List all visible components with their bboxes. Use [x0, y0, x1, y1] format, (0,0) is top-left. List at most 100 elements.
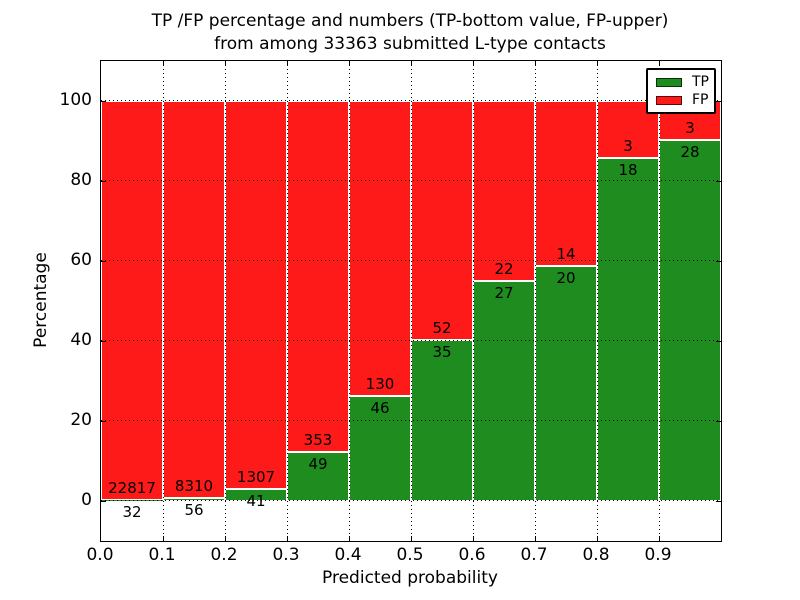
x-tickmark-top	[535, 61, 536, 66]
x-tickmark-bottom	[163, 536, 164, 541]
bar-segment-tp	[535, 265, 597, 501]
gridline-vertical	[287, 61, 288, 541]
y-tickmark-right	[716, 500, 721, 502]
x-tick-label: 0.7	[520, 545, 548, 565]
y-tickmark-right	[716, 100, 721, 102]
bar-value-fp: 1307	[236, 467, 276, 486]
bar-value-fp: 3	[623, 137, 633, 156]
gridline-horizontal	[101, 340, 721, 341]
gridline-horizontal	[101, 500, 721, 501]
gridline-vertical	[163, 61, 164, 541]
gridline-vertical	[473, 61, 474, 541]
gridline-horizontal	[101, 100, 721, 101]
x-tick-label: 0.3	[272, 545, 300, 565]
plot-area: 22817 32 8310 56 1307 41 353 49 130 46 52 35 22 27 14 2…	[100, 60, 722, 542]
x-tickmark-bottom	[411, 536, 412, 541]
x-tickmark-top	[597, 61, 598, 66]
x-tick-label: 0.0	[86, 545, 114, 565]
y-tick-label: 20	[70, 410, 92, 430]
x-tickmark-bottom	[225, 536, 226, 541]
bar-segment-tp	[597, 158, 659, 501]
legend-row-fp: FP	[648, 92, 714, 108]
legend-swatch-tp	[656, 78, 682, 87]
x-tickmark-top	[349, 61, 350, 66]
bar-value-tp: 35	[432, 343, 452, 362]
bar-value-fp: 14	[556, 244, 576, 263]
x-tickmark-top	[163, 61, 164, 66]
bar-value-tp: 27	[494, 283, 514, 302]
x-tickmark-top	[287, 61, 288, 66]
x-tick-label: 0.4	[334, 545, 362, 565]
y-tick-label: 80	[70, 170, 92, 190]
y-tick-label: 0	[81, 490, 92, 510]
bar-value-fp: 22	[494, 259, 514, 278]
gridline-vertical	[411, 61, 412, 541]
y-axis-label: Percentage	[31, 252, 51, 348]
gridline-vertical	[535, 61, 536, 541]
legend-label-tp: TP	[692, 74, 709, 90]
bar-segment-tp	[659, 139, 721, 501]
x-tickmark-top	[473, 61, 474, 66]
bar-segment-fp	[411, 101, 473, 341]
bar-value-fp: 52	[432, 319, 452, 338]
y-tickmark-right	[716, 180, 721, 182]
gridline-vertical	[349, 61, 350, 541]
legend-swatch-fp	[656, 96, 682, 105]
y-tickmark-left	[101, 420, 106, 422]
y-tick-label: 60	[70, 250, 92, 270]
bar-segment-fp	[163, 101, 225, 499]
y-tick-label: 100	[59, 90, 92, 110]
legend-label-fp: FP	[692, 92, 709, 108]
y-tickmark-left	[101, 500, 106, 502]
gridline-vertical	[659, 61, 660, 541]
bar-value-fp: 8310	[174, 477, 214, 496]
x-tickmark-bottom	[597, 536, 598, 541]
gridline-vertical	[597, 61, 598, 541]
x-tick-label: 0.8	[582, 545, 610, 565]
y-tickmark-left	[101, 180, 106, 182]
bar-value-fp: 353	[303, 431, 333, 450]
x-axis-label: Predicted probability	[322, 568, 498, 588]
x-tick-label: 0.9	[644, 545, 672, 565]
bar-value-tp: 46	[370, 399, 390, 418]
bar-segment-fp	[535, 101, 597, 266]
x-tickmark-bottom	[287, 536, 288, 541]
chart-title-line1: TP /FP percentage and numbers (TP-bottom…	[151, 11, 669, 31]
chart-title-line2: from among 33363 submitted L-type contac…	[214, 34, 606, 54]
x-tick-label: 0.1	[148, 545, 176, 565]
bar-value-tp: 56	[184, 501, 204, 520]
bar-value-tp: 18	[618, 161, 638, 180]
gridline-horizontal	[101, 180, 721, 181]
bar-value-fp: 3	[685, 118, 695, 137]
bar-segment-fp	[225, 101, 287, 489]
bar-value-tp: 32	[122, 503, 142, 522]
x-tickmark-bottom	[473, 536, 474, 541]
x-tickmark-bottom	[535, 536, 536, 541]
gridline-horizontal	[101, 420, 721, 421]
y-tickmark-left	[101, 100, 106, 102]
y-tickmark-right	[716, 260, 721, 262]
bar-segment-fp	[101, 101, 163, 501]
x-tickmark-bottom	[659, 536, 660, 541]
chart-title: TP /FP percentage and numbers (TP-bottom…	[100, 10, 720, 56]
x-tickmark-top	[225, 61, 226, 66]
bar-value-tp: 41	[246, 491, 266, 510]
gridline-vertical	[225, 61, 226, 541]
x-tickmark-bottom	[349, 536, 350, 541]
bar-segment-fp	[349, 101, 411, 397]
legend: TP FP	[646, 68, 716, 114]
y-tickmark-left	[101, 260, 106, 262]
bar-value-tp: 49	[308, 455, 328, 474]
x-tickmark-top	[411, 61, 412, 66]
gridline-horizontal	[101, 260, 721, 261]
bar-value-tp: 28	[680, 142, 700, 161]
x-tick-label: 0.6	[458, 545, 486, 565]
x-tickmark-top	[659, 61, 660, 66]
bar-value-fp: 22817	[108, 479, 156, 498]
bar-segment-fp	[473, 101, 535, 281]
bar-segment-fp	[287, 101, 349, 453]
y-tickmark-right	[716, 340, 721, 342]
y-tick-label: 40	[70, 330, 92, 350]
y-tickmark-right	[716, 420, 721, 422]
